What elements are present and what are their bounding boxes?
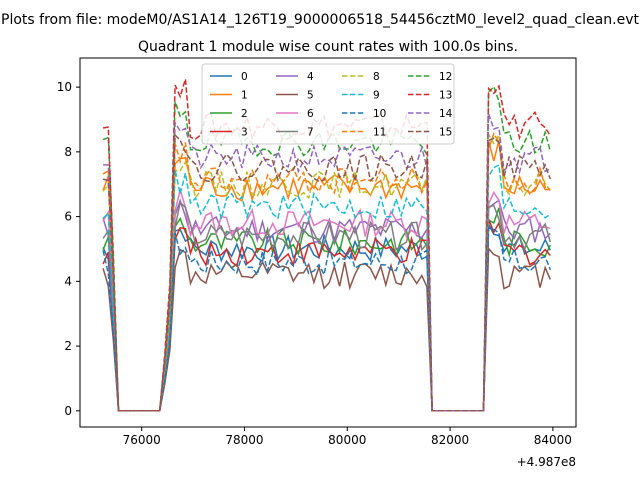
y-tick-label: 10 bbox=[57, 80, 72, 94]
legend-label-9: 9 bbox=[373, 90, 380, 102]
x-tick-label: 84000 bbox=[534, 433, 572, 447]
legend-label-14: 14 bbox=[439, 108, 453, 120]
axes-frame bbox=[79, 57, 577, 428]
legend-label-11: 11 bbox=[373, 127, 386, 139]
x-tick-label: 80000 bbox=[328, 433, 366, 447]
legend-label-1: 1 bbox=[241, 90, 248, 102]
legend-label-4: 4 bbox=[307, 71, 314, 83]
chart-title: Quadrant 1 module wise count rates with … bbox=[138, 39, 518, 55]
x-tick-label: 82000 bbox=[431, 433, 469, 447]
series-line-14 bbox=[103, 113, 551, 412]
y-axis: 0 2 4 6 8 10 bbox=[57, 80, 80, 418]
legend-label-10: 10 bbox=[373, 108, 386, 120]
legend-label-13: 13 bbox=[439, 90, 452, 102]
legend-label-2: 2 bbox=[241, 108, 248, 120]
y-tick-label: 0 bbox=[64, 404, 72, 418]
y-tick-label: 4 bbox=[64, 274, 72, 288]
legend-label-0: 0 bbox=[241, 71, 248, 83]
y-tick-label: 2 bbox=[64, 339, 72, 353]
legend-label-5: 5 bbox=[307, 90, 314, 102]
x-tick-label: 78000 bbox=[225, 433, 263, 447]
figure-suptitle: Plots from file: modeM0/AS1A14_126T19_90… bbox=[1, 12, 639, 28]
y-tick-label: 6 bbox=[64, 210, 72, 224]
y-tick-label: 8 bbox=[64, 145, 72, 159]
legend-label-15: 15 bbox=[439, 127, 452, 139]
x-axis: 76000 78000 80000 82000 84000 bbox=[123, 427, 572, 447]
legend-label-12: 12 bbox=[439, 71, 452, 83]
legend-label-3: 3 bbox=[241, 127, 248, 139]
series-layer bbox=[102, 78, 552, 412]
x-tick-label: 76000 bbox=[123, 433, 161, 447]
legend-label-8: 8 bbox=[373, 71, 380, 83]
x-offset-label: +4.987e8 bbox=[517, 455, 576, 469]
legend-label-7: 7 bbox=[307, 127, 314, 139]
series-line-15 bbox=[102, 133, 552, 412]
legend-box bbox=[201, 63, 455, 145]
legend-label-6: 6 bbox=[307, 108, 314, 120]
